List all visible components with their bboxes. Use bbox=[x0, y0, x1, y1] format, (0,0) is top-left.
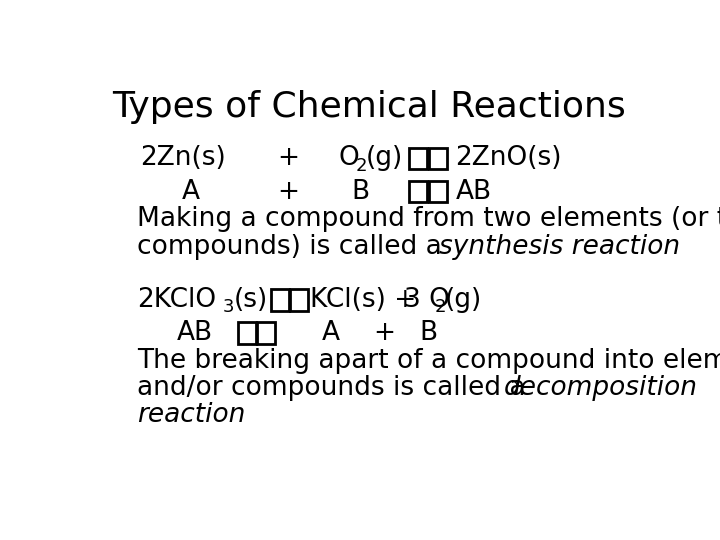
Text: KCl(s) +: KCl(s) + bbox=[310, 287, 417, 313]
FancyBboxPatch shape bbox=[409, 147, 427, 169]
FancyBboxPatch shape bbox=[258, 322, 275, 344]
Text: B: B bbox=[351, 179, 369, 205]
FancyBboxPatch shape bbox=[289, 289, 307, 310]
Text: A: A bbox=[322, 320, 340, 346]
FancyBboxPatch shape bbox=[238, 322, 256, 344]
Text: 2: 2 bbox=[356, 157, 367, 175]
FancyBboxPatch shape bbox=[428, 181, 446, 202]
Text: AB: AB bbox=[456, 179, 492, 205]
FancyBboxPatch shape bbox=[409, 181, 427, 202]
Text: 3 O: 3 O bbox=[404, 287, 450, 313]
Text: 2ZnO(s): 2ZnO(s) bbox=[456, 145, 562, 171]
Text: reaction: reaction bbox=[138, 402, 246, 428]
Text: Making a compound from two elements (or two: Making a compound from two elements (or … bbox=[138, 206, 720, 233]
Text: compounds) is called a: compounds) is called a bbox=[138, 233, 451, 260]
Text: +: + bbox=[277, 145, 299, 171]
Text: +: + bbox=[277, 179, 299, 205]
Text: +: + bbox=[374, 320, 395, 346]
Text: (s): (s) bbox=[234, 287, 269, 313]
Text: (g): (g) bbox=[445, 287, 482, 313]
Text: Types of Chemical Reactions: Types of Chemical Reactions bbox=[112, 90, 626, 124]
Text: A: A bbox=[182, 179, 200, 205]
Text: The breaking apart of a compound into elements: The breaking apart of a compound into el… bbox=[138, 348, 720, 374]
Text: (g): (g) bbox=[366, 145, 403, 171]
Text: AB: AB bbox=[176, 320, 212, 346]
Text: 2KClO: 2KClO bbox=[138, 287, 217, 313]
Text: 2: 2 bbox=[434, 298, 446, 316]
FancyBboxPatch shape bbox=[271, 289, 289, 310]
Text: decomposition: decomposition bbox=[504, 375, 698, 401]
Text: B: B bbox=[419, 320, 437, 346]
Text: synthesis reaction: synthesis reaction bbox=[439, 233, 680, 260]
Text: and/or compounds is called a: and/or compounds is called a bbox=[138, 375, 534, 401]
Text: 3: 3 bbox=[222, 298, 234, 316]
Text: O: O bbox=[338, 145, 359, 171]
Text: 2Zn(s): 2Zn(s) bbox=[140, 145, 226, 171]
FancyBboxPatch shape bbox=[428, 147, 446, 169]
